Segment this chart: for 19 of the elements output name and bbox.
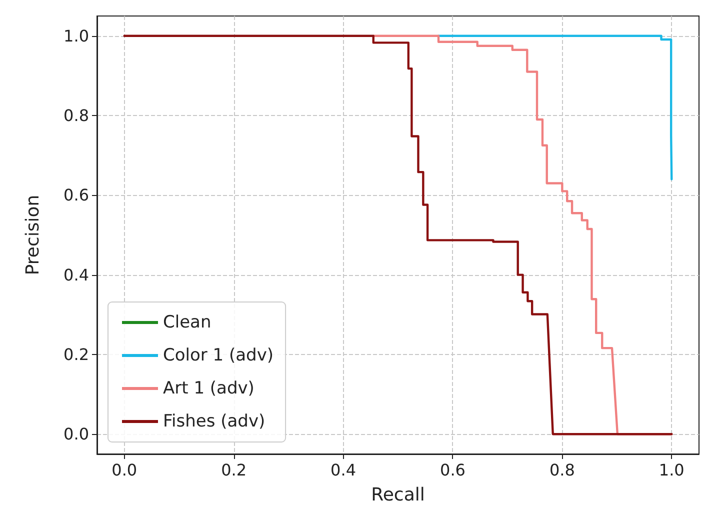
legend-label: Clean	[163, 312, 212, 332]
legend-label: Fishes (adv)	[163, 412, 266, 432]
y-tick-label: 0.4	[64, 265, 89, 284]
x-tick-label: 0.4	[330, 460, 356, 480]
y-tick-label: 0.2	[64, 344, 89, 364]
x-tick-label: 0.8	[549, 460, 575, 480]
x-tick-label: 0.6	[440, 460, 466, 480]
x-tick-label: 0.0	[112, 460, 138, 480]
x-tick-label: 0.2	[221, 460, 247, 480]
x-axis-title: Recall	[371, 484, 425, 506]
y-axis-title: Precision	[22, 194, 44, 276]
x-tick-label: 1.0	[658, 460, 684, 480]
y-tick-label: 0.8	[64, 106, 89, 126]
line-series	[123, 34, 673, 436]
legend-label: Art 1 (adv)	[163, 378, 254, 398]
y-tick-label: 1.0	[64, 26, 89, 46]
y-tick-label: 0.6	[64, 186, 89, 205]
y-tick-label: 0.0	[64, 424, 89, 444]
legend-label: Color 1 (adv)	[163, 346, 274, 366]
